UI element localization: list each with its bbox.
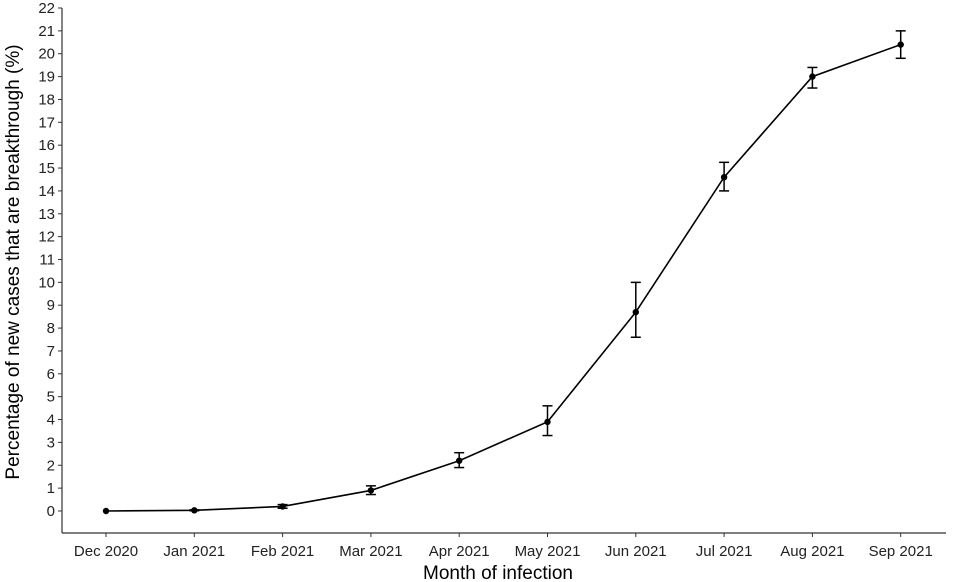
data-point: [191, 507, 198, 514]
y-tick-label: 15: [38, 160, 55, 177]
data-point: [102, 507, 110, 515]
y-tick-label: 6: [47, 366, 55, 383]
x-tick-label: Jul 2021: [696, 543, 753, 560]
x-axis-title: Month of infection: [423, 563, 573, 582]
error-bars: [189, 30, 906, 512]
y-tick-label: 18: [38, 91, 55, 108]
y-tick-label: 10: [38, 274, 55, 291]
x-tick-label: Aug 2021: [780, 543, 844, 560]
y-tick-label: 11: [39, 252, 55, 269]
data-point: [456, 457, 463, 464]
y-axis-title: Percentage of new cases that are breakth…: [3, 44, 24, 479]
y-tick-label: 9: [47, 297, 55, 314]
y-tick-label: 4: [47, 412, 55, 429]
x-tick-label: Apr 2021: [429, 543, 490, 560]
y-tick-label: 17: [38, 114, 55, 131]
x-tick-label: Mar 2021: [339, 543, 402, 560]
y-tick-label: 0: [47, 503, 55, 520]
y-tick-label: 13: [38, 206, 55, 223]
x-tick-label: Sep 2021: [869, 543, 933, 560]
y-tick-label: 8: [47, 320, 55, 337]
data-point: [720, 173, 728, 181]
x-tick-label: Jun 2021: [605, 543, 667, 560]
y-tick-label: 12: [38, 229, 55, 246]
y-tick-label: 14: [38, 183, 55, 200]
y-tick-label: 5: [47, 389, 55, 406]
y-tick-label: 20: [38, 46, 55, 63]
data-point: [809, 73, 816, 80]
series-line-group: [102, 41, 904, 515]
y-tick-label: 19: [38, 69, 55, 86]
data-point: [632, 308, 639, 316]
y-tick-label: 3: [47, 434, 55, 451]
data-point: [367, 487, 375, 494]
x-tick-label: Feb 2021: [251, 543, 314, 560]
y-tick-label: 22: [38, 0, 55, 17]
y-tick-label: 2: [47, 457, 55, 474]
y-tick-label: 16: [38, 137, 55, 154]
x-tick-label: Dec 2020: [74, 543, 138, 560]
x-tick-label: May 2021: [515, 543, 581, 560]
data-point: [544, 418, 551, 426]
x-axis: Dec 2020 Jan 2021 Feb 2021 Mar 2021 Apr 2021…: [62, 532, 946, 560]
y-tick-label: 21: [38, 23, 55, 40]
y-tick-label: 7: [47, 343, 55, 360]
data-point: [279, 503, 286, 510]
x-tick-label: Jan 2021: [163, 543, 225, 560]
series-line: [105, 43, 901, 512]
data-point: [897, 41, 904, 48]
y-tick-label: 1: [47, 480, 55, 497]
